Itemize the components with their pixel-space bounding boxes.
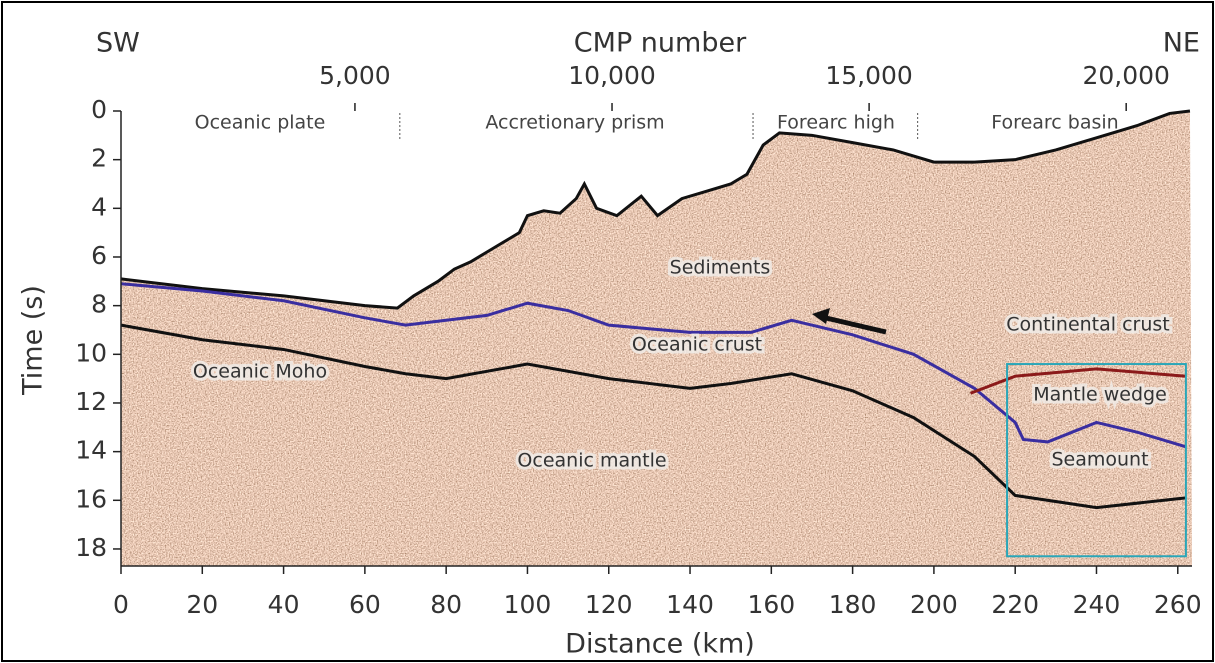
x-tick-label: 200: [910, 590, 958, 619]
y-tick-label: 2: [91, 144, 107, 173]
annotation: Oceanic crust: [632, 334, 762, 356]
annotation: Mantle wedge: [1033, 384, 1167, 406]
x2-tick-label: 15,000: [825, 61, 912, 90]
direction-left: SW: [96, 28, 140, 59]
y-tick-label: 8: [91, 290, 107, 319]
x-tick-label: 0: [113, 590, 129, 619]
plot: Oceanic plate Accretionary prism Forearc h…: [120, 109, 1191, 558]
annotation: Seamount: [1051, 449, 1148, 471]
region-label: Forearc high: [777, 112, 895, 134]
x2-tick-label: 10,000: [568, 61, 655, 90]
arrow-head: [812, 308, 830, 324]
x-tick-label: 140: [666, 590, 714, 619]
x-tick-label: 100: [504, 590, 552, 619]
y-tick-label: 0: [91, 95, 107, 124]
x2-axis-label: CMP number: [574, 28, 747, 59]
x2-tick-label: 20,000: [1082, 61, 1169, 90]
annotation: Sediments: [670, 257, 771, 279]
x-tick-label: 220: [991, 590, 1039, 619]
y-tick-label: 12: [75, 387, 107, 416]
x-tick-label: 120: [585, 590, 633, 619]
x-tick-label: 80: [430, 590, 462, 619]
annotation: Continental crust: [1006, 314, 1170, 336]
horizon: [969, 367, 1187, 395]
x-tick-label: 180: [829, 590, 877, 619]
region-label: Forearc basin: [991, 112, 1118, 134]
horizon: [120, 282, 1187, 449]
y-tick-label: 6: [91, 241, 107, 270]
x-tick-label: 240: [1073, 590, 1121, 619]
region-label: Accretionary prism: [485, 112, 664, 134]
y-axis-label: Time (s): [18, 285, 49, 396]
y-tick-label: 18: [75, 533, 107, 562]
y-tick-label: 16: [75, 484, 107, 513]
x-tick-label: 40: [268, 590, 300, 619]
annotation: Oceanic mantle: [517, 450, 666, 472]
arrow: [825, 315, 887, 335]
direction-right: NE: [1163, 28, 1200, 59]
horizon: [120, 109, 1191, 310]
region-label: Oceanic plate: [195, 112, 326, 134]
y-tick-label: 4: [91, 192, 107, 221]
annotation: Oceanic Moho: [193, 361, 327, 383]
x-tick-label: 20: [186, 590, 218, 619]
x-tick-label: 260: [1154, 590, 1202, 619]
x-tick-label: 60: [349, 590, 381, 619]
highlight-box: [1006, 363, 1187, 558]
y-tick-label: 14: [75, 436, 107, 465]
horizon: [120, 323, 1187, 510]
x-axis-label: Distance (km): [565, 629, 755, 660]
y-tick-label: 10: [75, 338, 107, 367]
x-tick-label: 160: [747, 590, 795, 619]
x2-tick-label: 5,000: [319, 61, 391, 90]
